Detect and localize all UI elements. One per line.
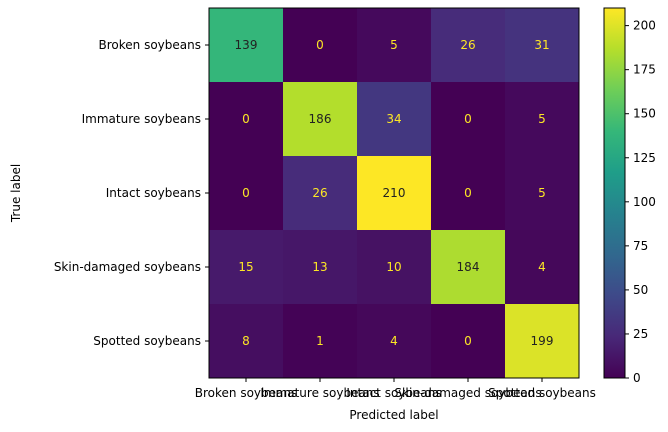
heatmap-cell <box>209 304 284 379</box>
y-tick-label: Intact soybeans <box>106 186 201 200</box>
cell-value-label: 5 <box>390 38 398 52</box>
y-axis-ticks: Broken soybeans Immature soybeans Intact s… <box>54 38 209 348</box>
cell-value-label: 1 <box>316 334 324 348</box>
heatmap-cell <box>283 156 358 231</box>
heatmap-cells: 139 0 5 26 31 0 186 34 0 5 0 26 210 0 5 15 13 10 184 4 8 1 4 0 1… <box>209 8 580 379</box>
heatmap-cell <box>209 230 284 305</box>
heatmap-cell <box>209 156 284 231</box>
colorbar-ticks: 0 25 50 75 100 125 150 175 200 <box>625 19 656 385</box>
colorbar-tick-label: 150 <box>633 107 656 121</box>
heatmap-cell <box>505 8 580 83</box>
heatmap-cell <box>505 230 580 305</box>
x-tick-label: Intact soybeans <box>346 386 441 400</box>
cell-value-label: 31 <box>534 38 549 52</box>
y-tick-label: Spotted soybeans <box>93 334 201 348</box>
colorbar-tick-label: 125 <box>633 151 656 165</box>
heatmap-cell <box>431 304 506 379</box>
heatmap-cell <box>357 230 432 305</box>
cell-value-label: 26 <box>460 38 475 52</box>
heatmap-cell <box>209 8 284 83</box>
cell-value-label: 184 <box>457 260 480 274</box>
cell-value-label: 199 <box>531 334 554 348</box>
cell-value-label: 4 <box>538 260 546 274</box>
cell-value-label: 26 <box>312 186 327 200</box>
heatmap-cell <box>431 82 506 157</box>
x-tick-label: Broken soybeans <box>195 386 297 400</box>
y-tick-label: Skin-damaged soybeans <box>54 260 201 274</box>
heatmap-cell <box>505 156 580 231</box>
heatmap-cell <box>431 8 506 83</box>
heatmap-cell <box>357 156 432 231</box>
colorbar-tick-label: 175 <box>633 63 656 77</box>
cell-value-label: 5 <box>538 112 546 126</box>
colorbar-tick-label: 25 <box>633 327 648 341</box>
heatmap-cell <box>283 304 358 379</box>
heatmap-cell <box>357 8 432 83</box>
cell-value-label: 186 <box>309 112 332 126</box>
x-tick-label: Skin-damaged soybeans <box>394 386 541 400</box>
x-tick-label: Spotted soybeans <box>488 386 596 400</box>
y-tick-label: Immature soybeans <box>82 112 201 126</box>
colorbar-tick-label: 50 <box>633 283 648 297</box>
y-tick-label: Broken soybeans <box>99 38 201 52</box>
cell-value-label: 5 <box>538 186 546 200</box>
heatmap-cell <box>357 82 432 157</box>
heatmap-cell <box>283 82 358 157</box>
x-tick-label: Immature soybeans <box>260 386 379 400</box>
colorbar-tick-label: 100 <box>633 195 656 209</box>
cell-value-label: 10 <box>386 260 401 274</box>
cell-value-label: 15 <box>238 260 253 274</box>
cell-value-label: 0 <box>316 38 324 52</box>
y-axis-label: True label <box>9 164 23 223</box>
cell-value-label: 4 <box>390 334 398 348</box>
heatmap-cell <box>357 304 432 379</box>
heatmap-cell <box>283 230 358 305</box>
cell-value-label: 0 <box>464 334 472 348</box>
cell-value-label: 34 <box>386 112 401 126</box>
heatmap-cell <box>431 230 506 305</box>
cell-value-label: 0 <box>464 186 472 200</box>
cell-value-label: 139 <box>235 38 258 52</box>
colorbar-tick-label: 75 <box>633 239 648 253</box>
colorbar-tick-label: 0 <box>633 371 641 385</box>
cell-value-label: 0 <box>242 186 250 200</box>
colorbar <box>603 7 626 379</box>
heatmap-cell <box>431 156 506 231</box>
x-axis-label: Predicted label <box>349 408 438 422</box>
cell-value-label: 13 <box>312 260 327 274</box>
heatmap-cell <box>209 82 284 157</box>
cell-value-label: 210 <box>383 186 406 200</box>
cell-value-label: 8 <box>242 334 250 348</box>
heatmap-cell <box>505 82 580 157</box>
heatmap-cell <box>505 304 580 379</box>
cell-value-label: 0 <box>242 112 250 126</box>
cell-value-label: 0 <box>464 112 472 126</box>
heatmap-cell <box>283 8 358 83</box>
colorbar-tick-label: 200 <box>633 19 656 33</box>
